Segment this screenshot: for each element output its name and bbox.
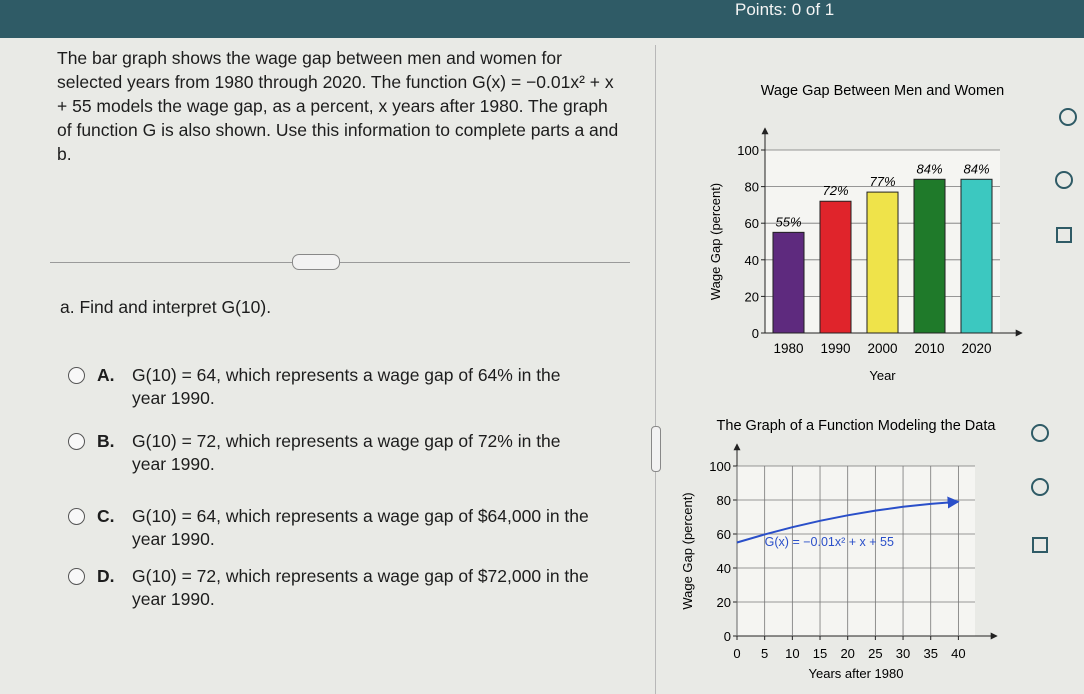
zoom-icon[interactable] <box>1031 424 1049 442</box>
resize-handle[interactable] <box>651 426 661 472</box>
option-letter: B. <box>97 431 115 451</box>
bar <box>772 231 805 334</box>
icon[interactable] <box>1059 108 1077 126</box>
divider <box>655 45 656 694</box>
x-tick-label: 2000 <box>867 341 897 356</box>
y-tick-label: 0 <box>724 629 731 644</box>
y-axis-label: Wage Gap (percent) <box>680 492 695 609</box>
x-tick-label: 1980 <box>773 341 803 356</box>
y-tick-label: 20 <box>745 289 759 304</box>
x-tick-label: 30 <box>896 646 910 661</box>
bar <box>819 200 852 334</box>
value-label: 77% <box>869 174 895 189</box>
popout-icon[interactable] <box>1032 537 1048 553</box>
y-tick-label: 80 <box>745 180 759 195</box>
side-icons <box>1031 108 1077 553</box>
option-text: G(10) = 72, which represents a wage gap … <box>132 566 589 609</box>
function-line <box>736 496 960 544</box>
chart-title: The Graph of a Function Modeling the Dat… <box>717 418 997 434</box>
option-letter: D. <box>97 566 115 586</box>
expand-button[interactable] <box>292 254 340 270</box>
y-tick-label: 20 <box>717 595 731 610</box>
x-tick-label: 25 <box>868 646 882 661</box>
radio[interactable] <box>68 433 85 450</box>
y-tick-label: 60 <box>745 216 759 231</box>
zoom-icon[interactable] <box>1055 171 1073 189</box>
popout-icon[interactable] <box>1056 227 1072 243</box>
x-axis-label: Years after 1980 <box>809 666 904 681</box>
x-tick-label: 40 <box>951 646 965 661</box>
points: Points: 0 of 1 <box>735 0 835 19</box>
y-tick-label: 80 <box>717 493 731 508</box>
option-text: G(10) = 72, which represents a wage gap … <box>132 431 561 474</box>
bar <box>960 178 993 334</box>
value-label: 72% <box>822 183 848 198</box>
value-label: 84% <box>916 161 942 176</box>
option-text: G(10) = 64, which represents a wage gap … <box>132 365 561 408</box>
radio[interactable] <box>68 367 85 384</box>
separator <box>50 262 630 263</box>
option-letter: A. <box>97 365 115 385</box>
x-tick-label: 2010 <box>914 341 944 356</box>
value-label: 55% <box>775 214 801 229</box>
x-tick-label: 15 <box>813 646 827 661</box>
y-tick-label: 40 <box>717 561 731 576</box>
y-axis-label: Wage Gap (percent) <box>708 183 723 300</box>
radio[interactable] <box>68 568 85 585</box>
option-letter: C. <box>97 506 115 526</box>
bar <box>913 178 946 334</box>
x-tick-label: 20 <box>840 646 854 661</box>
x-tick-label: 5 <box>761 646 768 661</box>
annotation: G(x) = −0.01x² + x + 55 <box>765 535 894 549</box>
x-tick-label: 1990 <box>820 341 850 356</box>
x-tick-label: 2020 <box>961 341 991 356</box>
x-tick-label: 0 <box>733 646 740 661</box>
y-tick-label: 100 <box>709 459 731 474</box>
value-label: 84% <box>963 161 989 176</box>
y-tick-label: 60 <box>717 527 731 542</box>
chart-title: Wage Gap Between Men and Women <box>761 83 1004 99</box>
plot-area <box>737 466 975 636</box>
x-axis-label: Year <box>869 368 896 383</box>
x-tick-label: 10 <box>785 646 799 661</box>
y-tick-label: 100 <box>737 143 759 158</box>
part-prompt: a. Find and interpret G(10). <box>60 297 272 317</box>
y-tick-label: 0 <box>752 326 759 341</box>
radio[interactable] <box>68 508 85 525</box>
option-text: G(10) = 64, which represents a wage gap … <box>132 506 589 549</box>
bar <box>866 191 899 334</box>
x-tick-label: 35 <box>923 646 937 661</box>
y-tick-label: 40 <box>745 253 759 268</box>
question-text: The bar graph shows the wage gap between… <box>57 48 619 164</box>
zoom-icon[interactable] <box>1031 478 1049 496</box>
top-banner: Points: 0 of 1 <box>0 0 1084 38</box>
